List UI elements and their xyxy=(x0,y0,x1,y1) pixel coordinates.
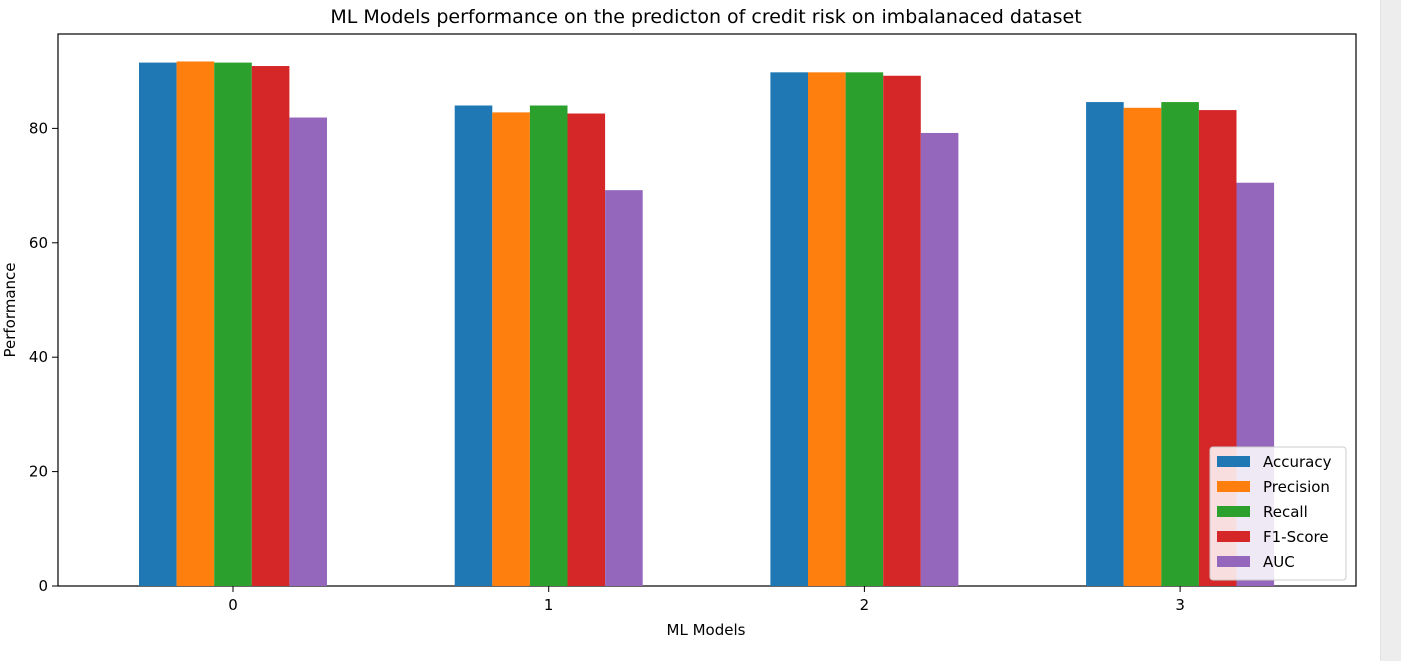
y-tick-label: 20 xyxy=(29,463,48,481)
legend-label-precision: Precision xyxy=(1263,478,1330,496)
bar-precision-0 xyxy=(176,61,215,586)
legend-swatch-f1-score xyxy=(1217,531,1250,542)
bar-recall-1 xyxy=(529,105,568,586)
bar-recall-0 xyxy=(214,62,252,587)
bar-recall-2 xyxy=(845,72,884,586)
x-tick-label: 0 xyxy=(228,596,238,614)
legend-label-recall: Recall xyxy=(1263,503,1308,521)
y-tick-label: 60 xyxy=(29,234,48,252)
legend-label-accuracy: Accuracy xyxy=(1263,453,1332,471)
legend-swatch-accuracy xyxy=(1217,456,1250,467)
y-axis-label: Performance xyxy=(1,262,19,357)
legend-swatch-precision xyxy=(1217,481,1250,492)
bar-auc-1 xyxy=(605,190,643,586)
bar-recall-3 xyxy=(1161,102,1199,586)
y-axis-ticks: 0 20 40 60 80 xyxy=(29,119,58,595)
legend-swatch-auc xyxy=(1217,556,1250,567)
bar-f1-score-2 xyxy=(883,75,921,586)
legend-box xyxy=(1209,446,1347,581)
bar-auc-0 xyxy=(289,117,327,587)
x-axis-ticks: 0 1 2 3 xyxy=(228,586,1185,614)
x-tick-label: 2 xyxy=(860,596,870,614)
bar-f1-score-1 xyxy=(567,113,606,586)
bar-f1-score-0 xyxy=(251,66,290,586)
bar-precision-1 xyxy=(492,112,530,587)
bar-precision-3 xyxy=(1123,107,1162,586)
y-tick-label: 0 xyxy=(38,577,48,595)
bar-accuracy-0 xyxy=(139,62,177,587)
vertical-scrollbar[interactable] xyxy=(1380,0,1401,661)
bar-accuracy-1 xyxy=(454,105,493,586)
x-tick-label: 1 xyxy=(544,596,554,614)
bar-accuracy-2 xyxy=(770,72,808,586)
x-axis-label: ML Models xyxy=(667,621,746,639)
legend-swatch-recall xyxy=(1217,506,1250,517)
legend: Accuracy Precision Recall F1-Score AUC xyxy=(1209,446,1347,581)
legend-label-f1-score: F1-Score xyxy=(1263,528,1329,546)
plot-area xyxy=(57,33,1357,587)
y-tick-label: 40 xyxy=(29,348,48,366)
x-tick-label: 3 xyxy=(1175,596,1185,614)
y-tick-label: 80 xyxy=(29,119,48,137)
bar-auc-2 xyxy=(920,132,959,586)
legend-label-auc: AUC xyxy=(1263,553,1295,571)
bar-precision-2 xyxy=(808,72,846,586)
chart-title: ML Models performance on the predicton o… xyxy=(330,6,1081,28)
bars-group xyxy=(139,61,1275,587)
bar-accuracy-3 xyxy=(1086,102,1124,586)
